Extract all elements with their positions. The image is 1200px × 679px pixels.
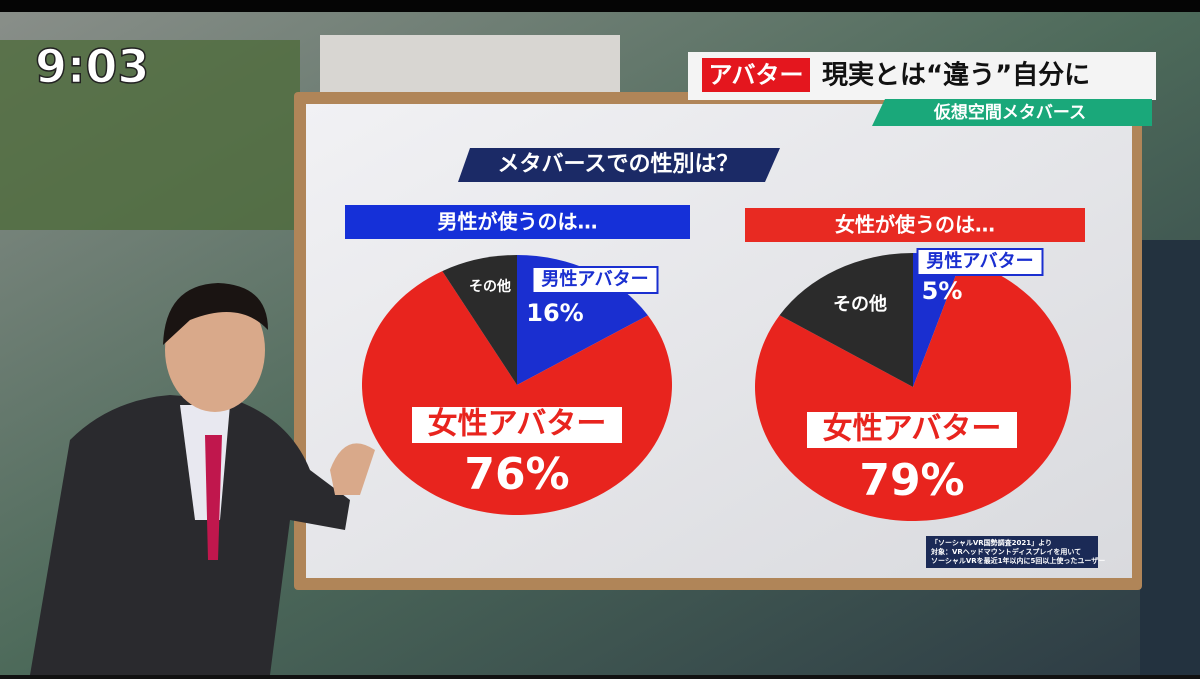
category-label-box [807,412,1017,448]
pie-slice [755,259,1071,521]
category-label-box [916,248,1044,276]
source-line: 対象：VRヘッドマウントディスプレイを用いて [930,547,1081,556]
headline-subtitle-box [872,99,1152,126]
chart-title-bar [745,208,1085,242]
pie-slice [362,271,673,515]
headline-title: 現実とは“違う”自分に [822,60,1090,91]
category-label: 男性アバター [926,250,1033,272]
chart-title: 女性が使うのは… [835,213,995,237]
value-label: 76% [464,449,569,500]
value-label: 16% [526,299,583,327]
category-label: その他 [833,293,887,315]
chart-title: 男性が使うのは… [438,210,598,234]
presenter-hand [330,443,375,495]
pie-slice [779,253,913,387]
pie-slice [913,253,962,387]
source-box: 「ソーシャルVR国勢調査2021」より 対象：VRヘッドマウントディスプレイを用… [926,536,1105,568]
screen-edge [1140,240,1200,675]
headline-tag-box [702,58,810,92]
presenter-suit [30,395,350,675]
source-line: ソーシャルVRを最近1年以内に5回以上使ったユーザー [931,556,1105,565]
chart-title-bar [345,205,690,239]
value-label: 79% [859,455,964,506]
clock: 9:03 [35,40,149,94]
category-label: 女性アバター [428,407,607,442]
category-label: 女性アバター [823,412,1002,447]
tv-bezel-top [0,0,1200,12]
presenter-hair [163,283,268,345]
plant-wall [0,40,300,230]
panel-title: メタバースでの性別は？ [498,152,739,177]
category-label: 男性アバター [541,268,648,290]
source-line: 「ソーシャルVR国勢調査2021」より [931,538,1052,547]
category-label-box [412,407,622,443]
brick-wall [320,35,620,95]
headline-subtitle: 仮想空間メタバース [933,102,1086,123]
headline-tag: アバター [708,61,803,89]
pie-slice [442,255,517,385]
panel-title-box [458,148,780,182]
source-background [926,536,1098,568]
value-label: 5% [922,277,963,305]
presenter [30,283,375,675]
category-label-box [531,266,659,294]
presenter-tie [205,435,222,560]
category-label: その他 [469,278,511,295]
